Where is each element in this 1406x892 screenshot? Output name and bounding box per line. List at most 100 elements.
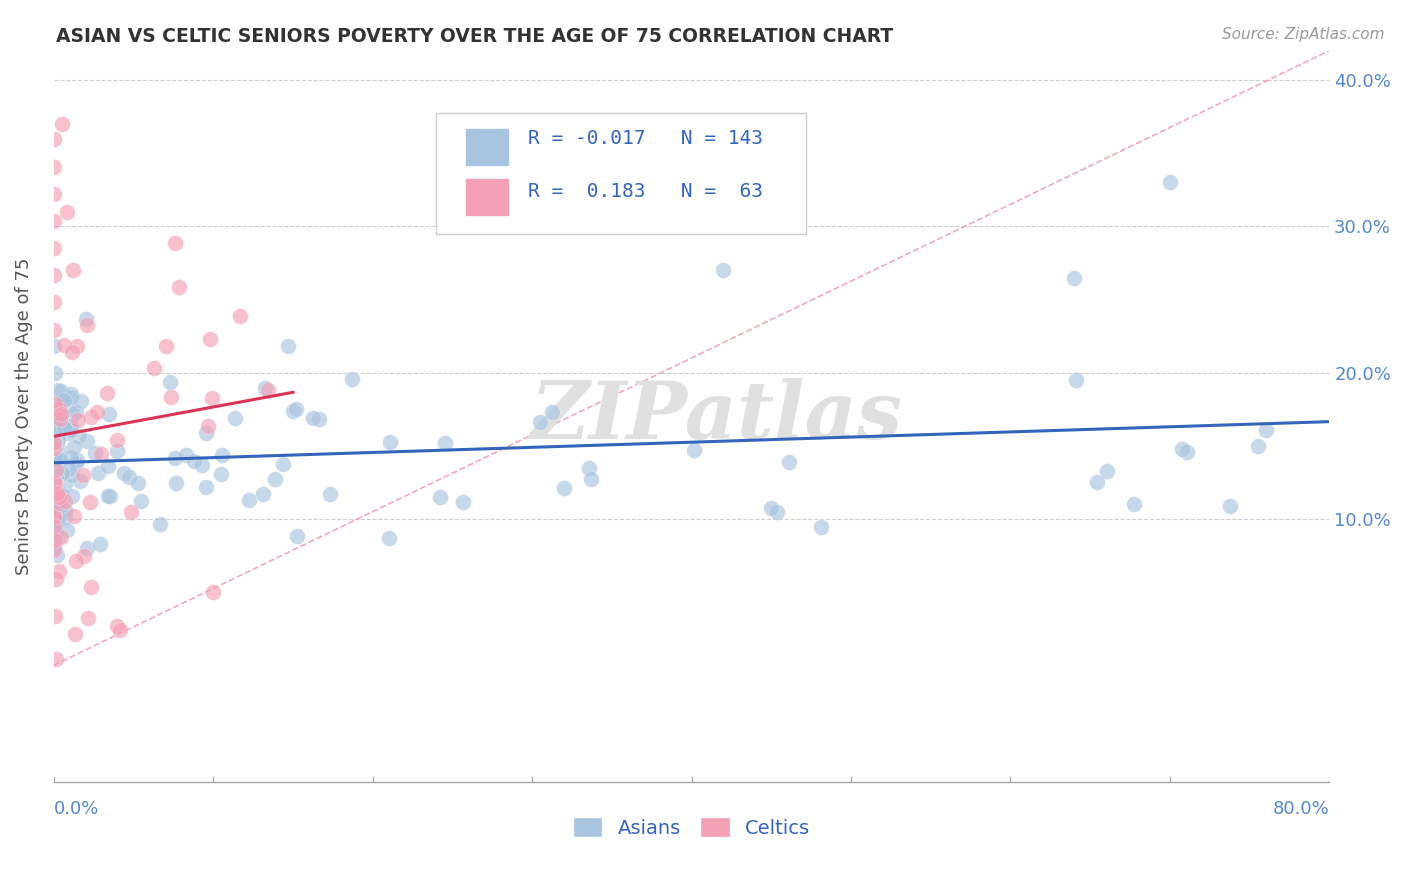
Point xyxy=(112,467,135,481)
FancyBboxPatch shape xyxy=(436,113,806,234)
Point xyxy=(45,572,67,586)
Point xyxy=(44,609,66,624)
Point xyxy=(256,384,278,398)
Point xyxy=(42,160,65,174)
Point xyxy=(176,448,198,462)
Point xyxy=(129,494,152,508)
Point xyxy=(79,495,101,509)
Point xyxy=(45,524,67,539)
Point xyxy=(44,508,66,523)
Point xyxy=(451,495,474,509)
Point xyxy=(201,391,224,405)
Point xyxy=(52,502,75,516)
Point xyxy=(44,533,66,548)
Point xyxy=(96,385,118,400)
Point xyxy=(42,435,65,450)
FancyBboxPatch shape xyxy=(464,128,509,166)
Point xyxy=(49,530,72,544)
Point xyxy=(761,500,783,515)
Y-axis label: Seniors Poverty Over the Age of 75: Seniors Poverty Over the Age of 75 xyxy=(15,258,32,575)
Point xyxy=(713,263,735,277)
Point xyxy=(42,442,65,456)
Point xyxy=(165,475,187,490)
Point xyxy=(42,486,65,500)
Point xyxy=(167,280,190,294)
Point xyxy=(1175,445,1198,459)
Point xyxy=(271,457,294,471)
Point xyxy=(378,531,401,545)
Point xyxy=(108,624,131,638)
Point xyxy=(42,268,65,283)
Point xyxy=(281,403,304,417)
Point xyxy=(191,458,214,473)
Point xyxy=(159,391,181,405)
Point xyxy=(44,338,66,352)
Point xyxy=(66,413,89,427)
Point xyxy=(75,312,97,326)
Point xyxy=(429,490,451,504)
Point xyxy=(80,580,103,594)
Point xyxy=(155,339,177,353)
Point xyxy=(44,405,66,419)
Point xyxy=(42,475,65,489)
Point xyxy=(44,366,66,380)
Point xyxy=(285,529,308,543)
Point xyxy=(118,469,141,483)
Point xyxy=(53,494,76,508)
Point xyxy=(45,514,67,528)
Point xyxy=(578,461,600,475)
Point xyxy=(46,501,69,516)
Point xyxy=(42,323,65,337)
Point xyxy=(51,407,73,421)
Point xyxy=(195,425,218,440)
Text: 80.0%: 80.0% xyxy=(1272,800,1329,818)
Point xyxy=(44,524,66,538)
Point xyxy=(202,585,225,599)
Point xyxy=(253,382,276,396)
Text: Source: ZipAtlas.com: Source: ZipAtlas.com xyxy=(1222,27,1385,42)
Point xyxy=(42,429,65,443)
Point xyxy=(48,495,70,509)
Point xyxy=(97,458,120,473)
Point xyxy=(44,540,66,554)
Point xyxy=(529,415,551,429)
Point xyxy=(45,651,67,665)
Point xyxy=(308,412,330,426)
Point xyxy=(51,117,73,131)
Point xyxy=(60,489,83,503)
Point xyxy=(224,411,246,425)
Point xyxy=(44,425,66,440)
Point xyxy=(1219,499,1241,513)
Point xyxy=(49,418,72,433)
Point xyxy=(228,309,250,323)
Point xyxy=(42,453,65,467)
Point xyxy=(45,414,67,428)
Point xyxy=(105,619,128,633)
Point xyxy=(44,518,66,533)
Point xyxy=(56,398,79,412)
Point xyxy=(65,405,87,419)
Point xyxy=(45,438,67,452)
Point xyxy=(46,486,69,500)
Point xyxy=(48,490,70,504)
Point xyxy=(84,446,107,460)
Point xyxy=(195,480,218,494)
Point xyxy=(127,475,149,490)
Point xyxy=(433,436,456,450)
Point xyxy=(143,361,166,376)
Point xyxy=(44,482,66,496)
Point xyxy=(69,475,91,489)
Point xyxy=(44,396,66,410)
Point xyxy=(42,489,65,503)
Text: ZIPatlas: ZIPatlas xyxy=(531,378,903,455)
Point xyxy=(48,443,70,458)
Point xyxy=(63,509,86,524)
Point xyxy=(302,410,325,425)
Point xyxy=(46,433,69,447)
Point xyxy=(49,407,72,421)
Point xyxy=(211,448,233,462)
Point xyxy=(52,420,75,434)
Point xyxy=(209,467,232,481)
Point xyxy=(58,425,80,440)
Point xyxy=(59,387,82,401)
